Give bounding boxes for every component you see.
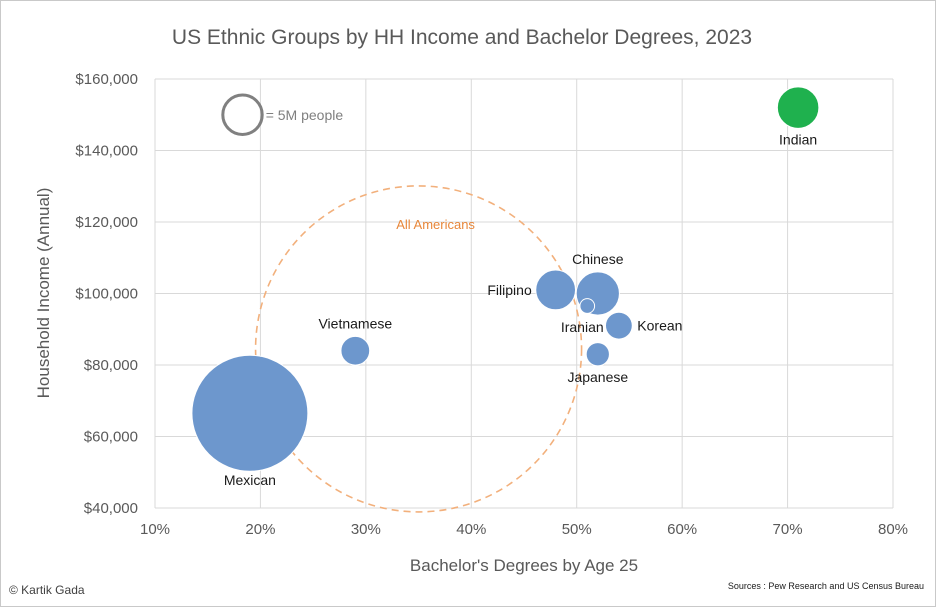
x-tick-label: 80%	[878, 521, 908, 538]
y-tick-label: $160,000	[75, 71, 138, 88]
bubble-label-korean: Korean	[637, 318, 682, 334]
bubble-label-japanese: Japanese	[567, 369, 628, 385]
copyright-text: © Kartik Gada	[9, 583, 85, 597]
bubble-indian	[776, 86, 820, 129]
bubble-filipino	[535, 269, 577, 311]
y-tick-label: $140,000	[75, 143, 138, 160]
size-legend-text: = 5M people	[266, 107, 344, 123]
x-tick-label: 50%	[562, 521, 592, 538]
chart-title: US Ethnic Groups by HH Income and Bachel…	[172, 26, 752, 49]
x-tick-label: 40%	[456, 521, 486, 538]
sources-text: Sources : Pew Research and US Census Bur…	[728, 581, 924, 591]
reference-circle-label: All Americans	[396, 217, 475, 232]
bubble-label-chinese: Chinese	[572, 251, 624, 267]
bubble-labels: Mexican Vietnamese Filipino Chinese Iranian K…	[224, 131, 817, 488]
gridlines	[154, 78, 894, 509]
y-tick-label: $40,000	[84, 500, 138, 517]
bubble-label-iranian: Iranian	[561, 319, 604, 335]
x-axis-ticks: 10% 20% 30% 40% 50% 60% 70% 80%	[140, 521, 908, 538]
x-tick-label: 60%	[667, 521, 697, 538]
x-tick-label: 20%	[245, 521, 275, 538]
x-tick-label: 70%	[773, 521, 803, 538]
bubble-korean	[604, 311, 633, 340]
y-tick-label: $120,000	[75, 214, 138, 231]
y-tick-label: $100,000	[75, 286, 138, 303]
bubble-label-mexican: Mexican	[224, 472, 276, 488]
reference-circle-group: All Americans	[254, 185, 583, 513]
bubble-vietnamese	[340, 335, 371, 366]
reference-circle-all-americans	[254, 185, 583, 513]
x-tick-label: 30%	[351, 521, 381, 538]
bubble-mexican	[191, 354, 309, 472]
bubble-label-vietnamese: Vietnamese	[318, 315, 392, 331]
x-axis-label: Bachelor's Degrees by Age 25	[410, 556, 638, 575]
bubble-iranian	[579, 298, 596, 314]
y-tick-label: $80,000	[84, 357, 138, 374]
y-axis-ticks: $40,000 $60,000 $80,000 $100,000 $120,000 $14…	[75, 71, 138, 517]
bubble-japanese	[585, 342, 610, 367]
bubble-label-filipino: Filipino	[487, 282, 532, 298]
y-axis-label: Household Income (Annual)	[34, 188, 53, 399]
y-tick-label: $60,000	[84, 429, 138, 446]
bubble-label-indian: Indian	[779, 131, 817, 147]
bubbles	[191, 86, 820, 472]
size-legend-circle	[221, 93, 264, 136]
x-tick-label: 10%	[140, 521, 170, 538]
